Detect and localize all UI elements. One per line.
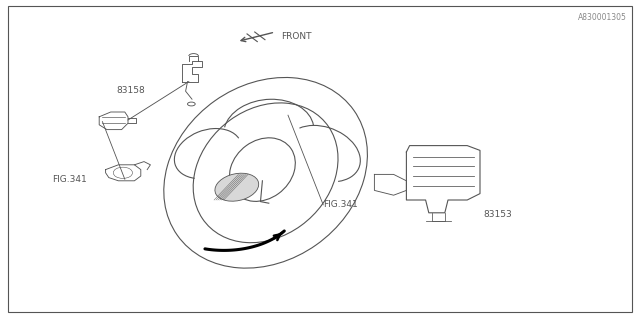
Text: FRONT: FRONT <box>282 32 312 41</box>
Text: FIG.341: FIG.341 <box>52 175 86 184</box>
Text: FIG.341: FIG.341 <box>323 200 358 209</box>
Text: 83153: 83153 <box>483 210 512 219</box>
Text: 83158: 83158 <box>117 86 145 95</box>
Text: A830001305: A830001305 <box>579 13 627 22</box>
Ellipse shape <box>215 173 259 201</box>
